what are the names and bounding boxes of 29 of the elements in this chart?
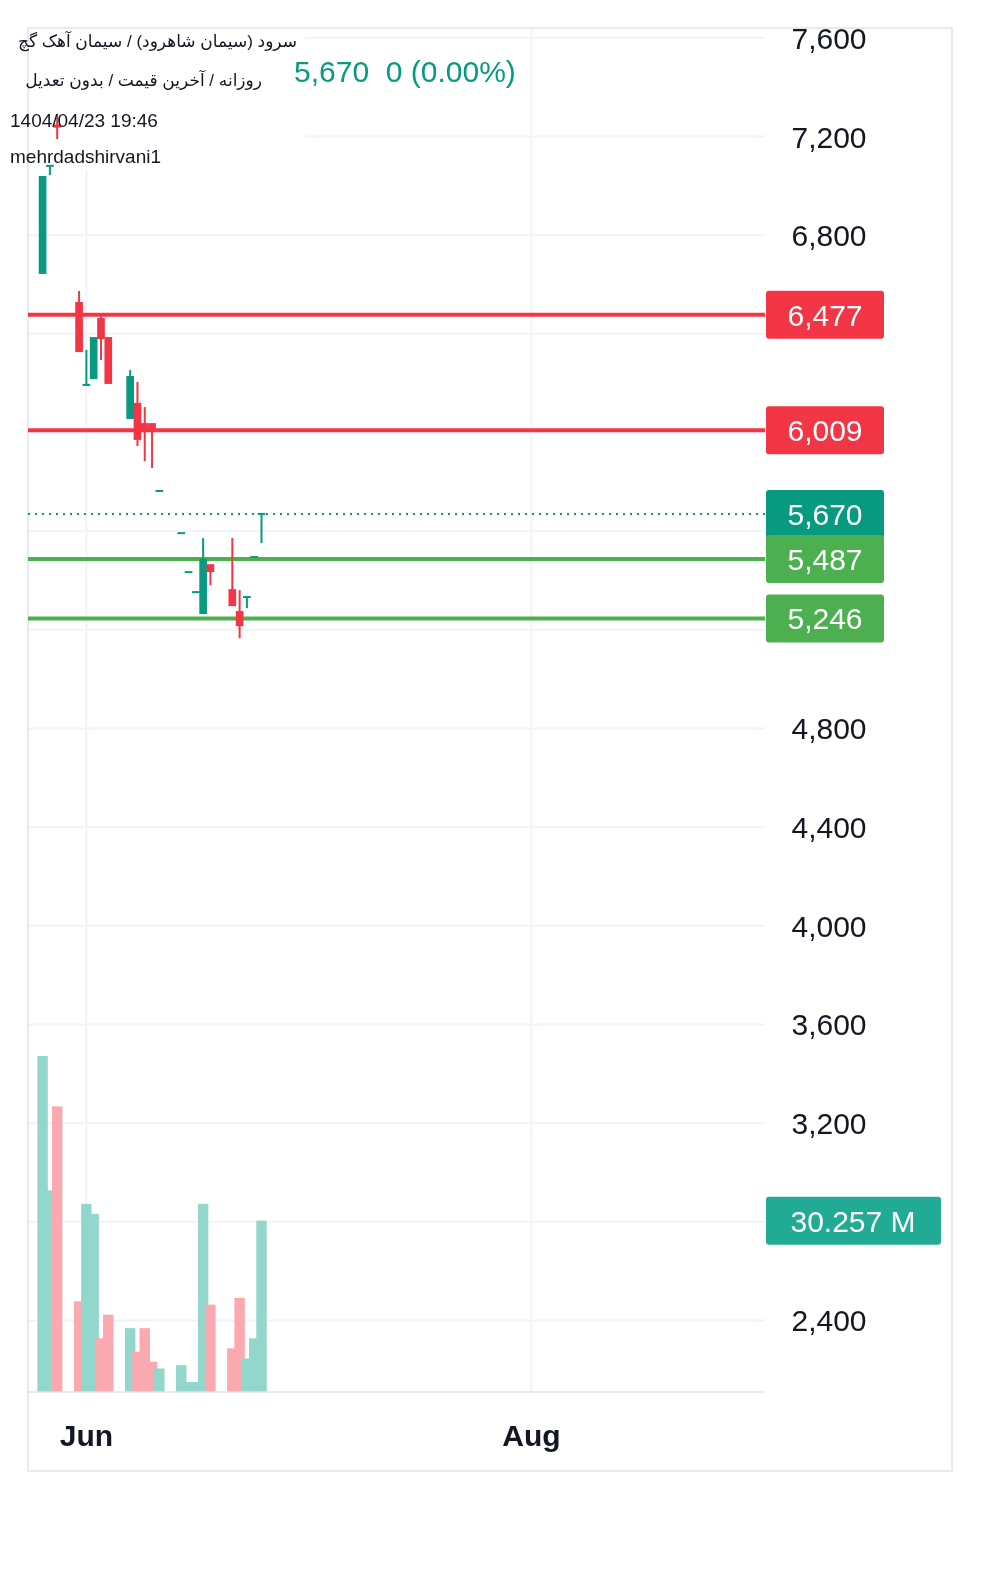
text: روزانه / آخرین قیمت / بدون تعدیل bbox=[25, 69, 262, 90]
ref-line-label: 6,009 bbox=[787, 414, 863, 448]
bar bbox=[51, 1106, 63, 1392]
text: 30.257 M bbox=[790, 1204, 916, 1238]
candlestick bbox=[235, 589, 244, 640]
y-tick-label: 3,600 bbox=[791, 1008, 867, 1042]
candlestick bbox=[243, 596, 251, 610]
bar bbox=[154, 1368, 165, 1392]
y-tick-label: 7,200 bbox=[791, 120, 867, 154]
ref-line-label: 5,670 bbox=[787, 497, 863, 531]
ref-line-label: 5,487 bbox=[787, 543, 863, 577]
annotation: mehrdadshirvani1 bbox=[10, 146, 162, 167]
y-tick-label: 3,200 bbox=[791, 1107, 867, 1141]
y-tick-label: 7,600 bbox=[791, 21, 867, 55]
annotation: 5,670 0 (0.00%) bbox=[294, 55, 516, 88]
y-tick-label: 6,800 bbox=[791, 219, 867, 253]
candlestick bbox=[206, 564, 215, 587]
y-tick-label: 4,000 bbox=[791, 909, 867, 943]
candlestick bbox=[228, 537, 237, 607]
candlestick bbox=[82, 348, 91, 386]
ref-line-label: 6,477 bbox=[787, 298, 863, 332]
bar bbox=[205, 1304, 216, 1392]
x-tick-label: Aug bbox=[502, 1419, 561, 1452]
chart-title: سرود (سیمان شاهرود) / سیمان آهک گچ bbox=[17, 30, 297, 52]
y-tick-label: 2,400 bbox=[791, 1304, 867, 1338]
ref-line-label: 5,246 bbox=[787, 602, 863, 636]
x-tick-label: Jun bbox=[59, 1419, 114, 1452]
y-tick-label: 4,400 bbox=[791, 811, 867, 845]
y-tick-label: 4,800 bbox=[791, 712, 867, 746]
